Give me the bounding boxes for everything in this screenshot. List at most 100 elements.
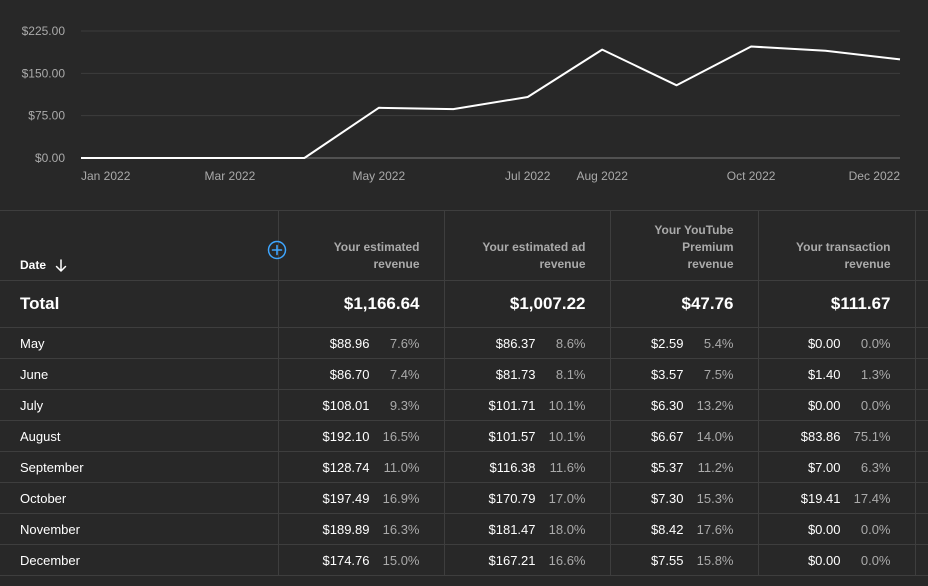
amount-value: $88.96 <box>329 335 370 351</box>
header-line: Your estimated ad <box>482 240 586 254</box>
data-point[interactable] <box>896 55 904 63</box>
table-row[interactable]: June $86.70 7.4% $81.73 8.1% $3.57 7.5% $1.40 1.… <box>0 358 928 390</box>
amount-value: $116.38 <box>489 459 536 475</box>
estimated-revenue-cell: $189.89 16.3% <box>277 513 444 545</box>
percent-value: 6.3% <box>860 459 891 475</box>
data-point[interactable] <box>375 104 383 112</box>
header-line: revenue <box>844 257 891 271</box>
header-line: Premium <box>682 240 734 254</box>
total-label: Total <box>0 280 278 328</box>
percent-value: 0.0% <box>860 335 891 351</box>
percent-value: 9.3% <box>389 397 420 413</box>
estimated-revenue-cell: $197.49 16.9% <box>277 482 444 514</box>
total-premium-revenue: $47.76 <box>609 280 758 328</box>
premium-revenue-cell: $5.37 11.2% <box>609 451 758 483</box>
premium-revenue-header[interactable]: Your YouTube Premium revenue <box>609 210 758 281</box>
amount-value: $0.00 <box>807 521 841 537</box>
premium-revenue-cell: $8.42 17.6% <box>609 513 758 545</box>
data-point[interactable] <box>449 105 457 113</box>
amount-value: $197.49 <box>322 490 370 506</box>
premium-revenue-cell: $7.30 15.3% <box>609 482 758 514</box>
x-tick-label: Dec 2022 <box>849 169 901 183</box>
y-axis-gridlines: $0.00 $75.00 $150.00 $225.00 <box>22 24 900 165</box>
percent-value: 0.0% <box>860 397 891 413</box>
premium-revenue-cell: $7.55 15.8% <box>609 544 758 576</box>
estimated-revenue-header[interactable]: Your estimated revenue <box>277 210 444 281</box>
estimated-revenue-cell: $192.10 16.5% <box>277 420 444 452</box>
transaction-revenue-cell: $1.40 1.3% <box>757 358 915 390</box>
plus-circle-icon[interactable] <box>267 240 287 260</box>
arrow-down-icon[interactable] <box>54 259 68 273</box>
header-line: revenue <box>539 257 586 271</box>
month-label: July <box>0 389 278 421</box>
ad-revenue-cell: $86.37 8.6% <box>443 327 610 359</box>
table-header-row: Date Your estimated revenue <box>0 210 928 281</box>
amount-value: $0.00 <box>807 335 841 351</box>
percent-value: 16.9% <box>382 490 420 506</box>
data-point[interactable] <box>673 81 681 89</box>
x-tick-label: Jan 2022 <box>81 169 131 183</box>
estimated-ad-revenue-header[interactable]: Your estimated ad revenue <box>443 210 610 281</box>
amount-value: $7.55 <box>650 552 684 568</box>
revenue-line-chart: $0.00 $75.00 $150.00 $225.00 Jan 2022 Mar 20… <box>22 24 904 183</box>
data-point[interactable] <box>598 46 606 54</box>
premium-revenue-cell: $2.59 5.4% <box>609 327 758 359</box>
data-point[interactable] <box>747 43 755 51</box>
month-label: May <box>0 327 278 359</box>
table-row[interactable]: May $88.96 7.6% $86.37 8.6% $2.59 5.4% $0.00 0.0… <box>0 327 928 359</box>
header-line: revenue <box>373 257 420 271</box>
data-point[interactable] <box>77 154 85 162</box>
percent-value: 14.0% <box>696 428 734 444</box>
overflow-cell <box>914 513 928 545</box>
table-row[interactable]: July $108.01 9.3% $101.71 10.1% $6.30 13.2% $0.… <box>0 389 928 421</box>
amount-value: $170.79 <box>488 490 536 506</box>
revenue-series-line[interactable] <box>81 45 901 159</box>
amount-value: $1.40 <box>807 366 841 382</box>
estimated-revenue-cell: $88.96 7.6% <box>277 327 444 359</box>
transaction-revenue-cell: $0.00 0.0% <box>757 513 915 545</box>
date-column-header[interactable]: Date <box>0 210 287 281</box>
table-row[interactable]: November $189.89 16.3% $181.47 18.0% $8.42 17.… <box>0 513 928 545</box>
x-tick-label: May 2022 <box>352 169 405 183</box>
transaction-revenue-cell: $19.41 17.4% <box>757 482 915 514</box>
transaction-revenue-cell: $0.00 0.0% <box>757 327 915 359</box>
ad-revenue-cell: $101.71 10.1% <box>443 389 610 421</box>
percent-value: 18.0% <box>548 521 586 537</box>
data-point[interactable] <box>524 93 532 101</box>
revenue-table: Date Your estimated revenue <box>0 210 928 576</box>
overflow-cell <box>914 389 928 421</box>
ad-revenue-cell: $116.38 11.6% <box>443 451 610 483</box>
percent-value: 11.2% <box>697 459 734 475</box>
table-row[interactable]: September $128.74 11.0% $116.38 11.6% $5.37 11… <box>0 451 928 483</box>
total-ad-revenue: $1,007.22 <box>443 280 610 328</box>
overflow-cell <box>914 358 928 390</box>
total-transaction-revenue: $111.67 <box>757 280 915 328</box>
month-label: September <box>0 451 278 483</box>
data-point[interactable] <box>300 154 308 162</box>
month-label: June <box>0 358 278 390</box>
month-label: November <box>0 513 278 545</box>
transaction-revenue-header[interactable]: Your transaction revenue <box>757 210 915 281</box>
percent-value: 17.4% <box>853 490 891 506</box>
month-label: August <box>0 420 278 452</box>
table-row[interactable]: August $192.10 16.5% $101.57 10.1% $6.67 14.0%… <box>0 420 928 452</box>
amount-value: $101.71 <box>488 397 536 413</box>
amount-value: $189.89 <box>322 521 370 537</box>
data-point[interactable] <box>151 154 159 162</box>
transaction-revenue-cell: $83.86 75.1% <box>757 420 915 452</box>
amount-value: $128.74 <box>322 459 370 475</box>
overflow-cell <box>914 327 928 359</box>
table-row[interactable]: October $197.49 16.9% $170.79 17.0% $7.30 15.3… <box>0 482 928 514</box>
percent-value: 10.1% <box>548 428 586 444</box>
ad-revenue-cell: $101.57 10.1% <box>443 420 610 452</box>
data-point[interactable] <box>226 154 234 162</box>
amount-value: $86.70 <box>329 366 370 382</box>
month-label: December <box>0 544 278 576</box>
monthly-rows: May $88.96 7.6% $86.37 8.6% $2.59 5.4% $0.00 0.0… <box>0 327 928 576</box>
percent-value: 13.2% <box>696 397 734 413</box>
data-point[interactable] <box>822 47 830 55</box>
estimated-revenue-cell: $174.76 15.0% <box>277 544 444 576</box>
table-row[interactable]: December $174.76 15.0% $167.21 16.6% $7.55 15.… <box>0 544 928 576</box>
estimated-revenue-cell: $128.74 11.0% <box>277 451 444 483</box>
percent-value: 0.0% <box>860 552 891 568</box>
